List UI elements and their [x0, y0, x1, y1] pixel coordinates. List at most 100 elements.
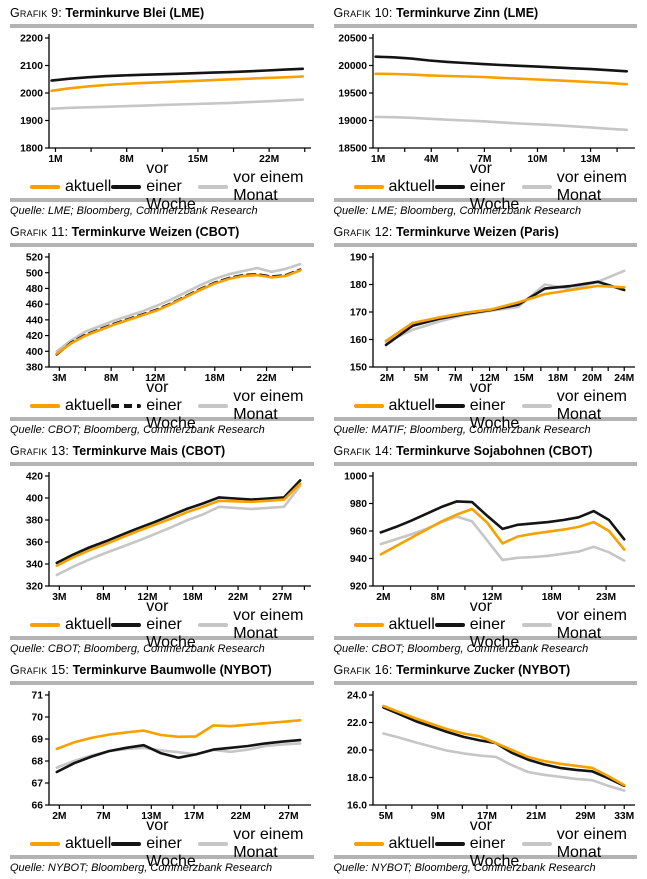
y-tick-label: 460 [26, 300, 43, 311]
x-tick-label: 8M [430, 592, 444, 603]
legend-swatch [434, 622, 465, 627]
series-line [378, 507, 626, 556]
chart-title-main: Terminkurve Baumwolle (NYBOT) [72, 663, 272, 677]
x-tick-label: 18M [541, 592, 561, 603]
chart-cell-grafik-16: Grafik 16: Terminkurve Zucker (NYBOT) 16… [324, 657, 647, 876]
legend-label: vor einem Monat [233, 387, 304, 423]
chart-source: Quelle: CBOT; Bloomberg, Commerzbank Res… [10, 424, 265, 436]
x-tick-label: 17M [476, 811, 496, 822]
axis-lines [48, 472, 311, 587]
x-tick-label: 3M [52, 592, 66, 603]
legend-label: aktuell [388, 396, 435, 414]
legend-item: aktuell [30, 178, 111, 196]
chart-title-main: Terminkurve Zucker (NYBOT) [396, 663, 571, 677]
x-tick-label: 18M [183, 592, 203, 603]
x-tick-label: 2M [376, 592, 390, 603]
legend-swatch [111, 403, 142, 408]
legend-label: vor einer Woche [469, 378, 520, 432]
legend-item: vor einem Monat [521, 826, 637, 862]
y-tick-label: 940 [349, 554, 366, 565]
y-tick-label: 66 [32, 801, 44, 812]
chart-title-main: Terminkurve Zinn (LME) [396, 6, 539, 20]
chart-title-main: Terminkurve Weizen (Paris) [396, 225, 559, 239]
y-tick-label: 68 [32, 757, 44, 768]
legend-swatch [111, 622, 142, 627]
series-line [50, 75, 305, 93]
chart-plot: 150 160 170 180 190 2M 5M 7M 12M 15M 18M 20M 24M [349, 253, 635, 384]
y-tick-label: 150 [349, 363, 366, 374]
legend-swatch [111, 184, 142, 189]
y-tick-label: 1000 [344, 472, 367, 483]
x-tick-label: 20M [582, 373, 602, 384]
chart-title-prefix: Grafik 10: [333, 6, 393, 20]
chart-title-main: Terminkurve Sojabohnen (CBOT) [396, 444, 593, 458]
chart-plot: 320 340 360 380 400 420 3M 8M 12M 18M 22M 27M [26, 472, 311, 603]
legend-swatch [521, 622, 552, 627]
chart-title-prefix: Grafik 12: [333, 225, 393, 239]
legend-swatch [521, 841, 552, 846]
chart-title: Grafik 13: Terminkurve Mais (CBOT) [10, 444, 314, 459]
chart-title: Grafik 10: Terminkurve Zinn (LME) [334, 6, 638, 21]
x-tick-label: 27M [272, 592, 292, 603]
x-tick-label: 2M [379, 373, 393, 384]
y-tick-label: 24.0 [346, 691, 366, 702]
y-tick-label: 160 [349, 335, 366, 346]
y-tick-label: 1900 [20, 116, 43, 127]
x-tick-label: 2M [52, 811, 66, 822]
y-tick-label: 18500 [338, 144, 367, 155]
legend-divider-bar [10, 417, 314, 421]
chart-plot: 16.0 18.0 20.0 22.0 24.0 5M 9M 17M 21M 29M 33M [346, 691, 635, 822]
y-tick-label: 920 [349, 582, 366, 593]
y-tick-label: 19500 [338, 89, 367, 100]
chart-title-main: Terminkurve Blei (LME) [65, 6, 205, 20]
title-divider-bar [333, 462, 637, 466]
x-tick-label: 5M [414, 373, 428, 384]
legend-divider-bar [10, 855, 314, 859]
y-tick-label: 960 [349, 527, 366, 538]
chart-legend: aktuell vor einer Woche vor einem Monat [334, 379, 638, 432]
chart-title-prefix: Grafik 11: [10, 225, 69, 239]
legend-swatch [198, 184, 229, 189]
legend-label: aktuell [388, 177, 435, 195]
series-line [55, 479, 302, 565]
x-tick-label: 22M [231, 811, 251, 822]
axis-lines [371, 34, 635, 149]
y-tick-label: 380 [26, 516, 43, 527]
x-tick-label: 7M [448, 373, 462, 384]
title-divider-bar [333, 243, 637, 247]
y-tick-label: 71 [32, 691, 44, 702]
x-tick-label: 12M [482, 592, 502, 603]
y-tick-label: 380 [26, 363, 43, 374]
y-tick-label: 360 [26, 538, 43, 549]
chart-plot: 66 67 68 69 70 71 2M 7M 13M 17M 22M 27M [32, 691, 311, 822]
series-line [55, 718, 302, 751]
legend-swatch [30, 841, 60, 846]
y-tick-label: 70 [32, 713, 44, 724]
chart-plot: 18500 19000 19500 20000 20500 1M 4M 7M 10M 13M [338, 34, 635, 165]
legend-label: vor einem Monat [556, 168, 627, 204]
legend-item: vor einer Woche [434, 160, 522, 214]
y-tick-label: 980 [349, 499, 366, 510]
title-divider-bar [333, 681, 637, 685]
x-tick-label: 15M [513, 373, 533, 384]
chart-title-prefix: Grafik 9: [10, 6, 62, 20]
y-tick-label: 20000 [338, 61, 367, 72]
series-line [55, 262, 302, 353]
x-tick-label: 23M [596, 592, 616, 603]
x-tick-label: 12M [145, 373, 165, 384]
y-tick-label: 20.0 [346, 746, 366, 757]
series-line [384, 280, 626, 347]
x-tick-label: 21M [526, 811, 546, 822]
title-divider-bar [10, 462, 314, 466]
x-tick-label: 5M [378, 811, 392, 822]
chart-source: Quelle: LME; Bloomberg, Commerzbank Rese… [10, 205, 258, 217]
x-tick-label: 13M [580, 154, 600, 165]
legend-item: vor einer Woche [111, 817, 198, 871]
chart-source: Quelle: NYBOT; Bloomberg, Commerzbank Re… [333, 862, 596, 874]
y-tick-label: 400 [26, 347, 43, 358]
title-divider-bar [10, 24, 314, 28]
y-tick-label: 16.0 [346, 801, 366, 812]
legend-item: aktuell [353, 177, 435, 196]
legend-item: vor einem Monat [198, 169, 313, 205]
